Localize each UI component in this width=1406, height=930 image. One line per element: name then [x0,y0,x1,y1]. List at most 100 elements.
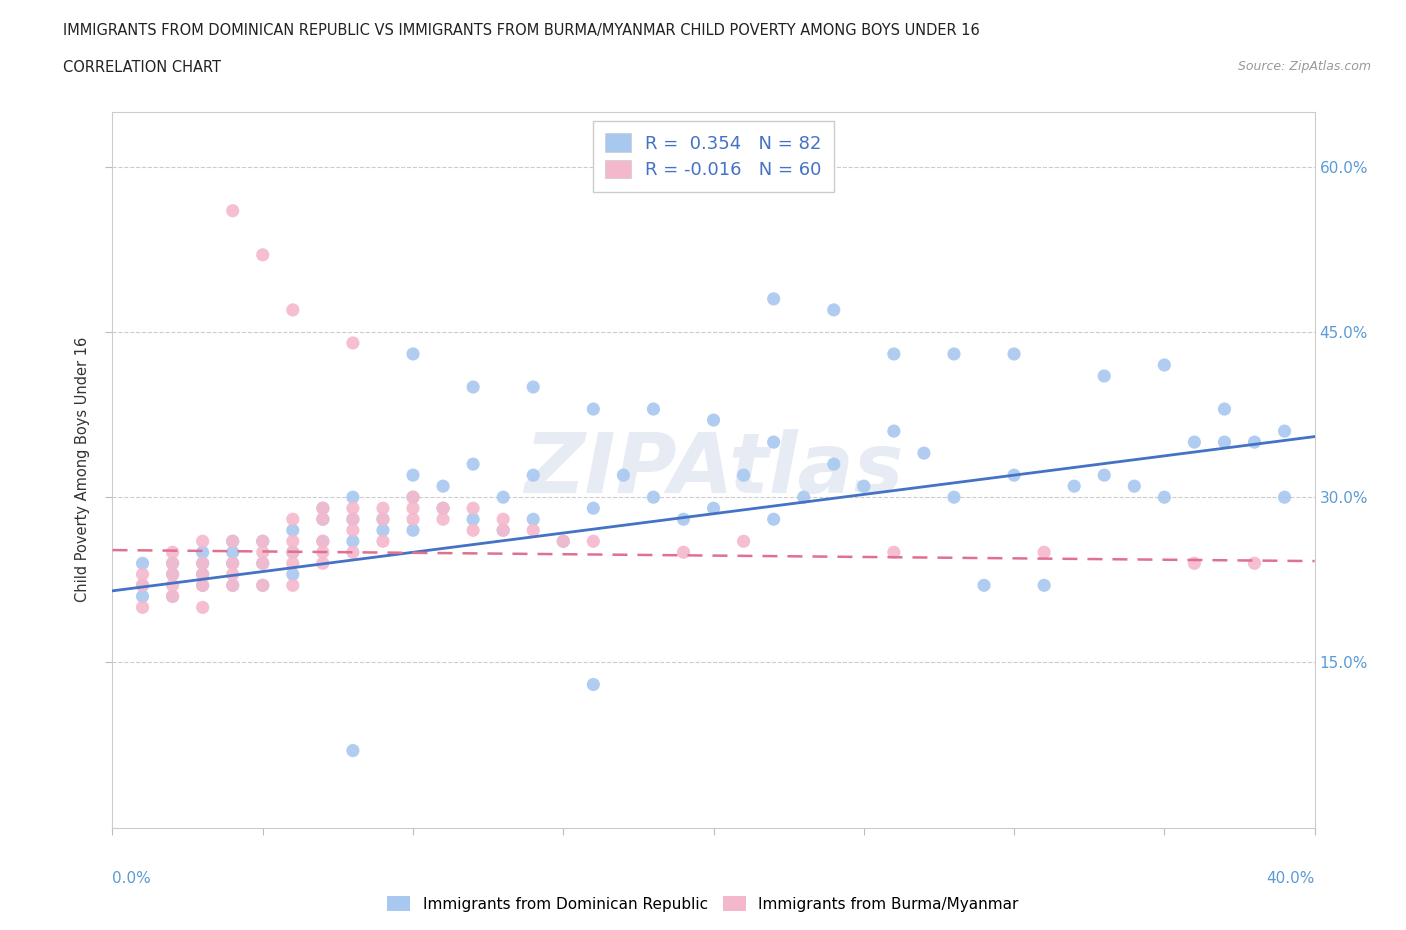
Point [522,468,544,483]
Point [162,567,184,582]
Point [222,567,245,582]
Point [342,500,364,515]
Point [1033,545,1056,560]
Point [883,424,905,439]
Point [191,567,214,582]
Point [612,468,634,483]
Point [281,523,304,538]
Point [492,512,515,526]
Point [461,523,484,538]
Point [823,457,845,472]
Point [191,600,214,615]
Text: Source: ZipAtlas.com: Source: ZipAtlas.com [1237,60,1371,73]
Point [131,567,153,582]
Y-axis label: Child Poverty Among Boys Under 16: Child Poverty Among Boys Under 16 [75,337,90,603]
Legend: R =  0.354   N = 82, R = -0.016   N = 60: R = 0.354 N = 82, R = -0.016 N = 60 [593,121,834,192]
Point [793,490,815,505]
Point [342,743,364,758]
Point [522,379,544,394]
Point [162,589,184,604]
Point [762,434,785,449]
Point [1063,479,1085,494]
Point [1002,468,1025,483]
Point [222,545,245,560]
Point [553,534,575,549]
Point [1092,468,1115,483]
Point [432,479,454,494]
Point [1184,556,1206,571]
Point [402,468,425,483]
Point [371,500,394,515]
Point [222,578,245,592]
Point [1184,434,1206,449]
Point [402,347,425,362]
Point [281,512,304,526]
Point [162,556,184,571]
Text: ZIPAtlas: ZIPAtlas [524,429,903,511]
Point [191,578,214,592]
Point [222,534,245,549]
Point [312,500,335,515]
Point [702,500,725,515]
Point [702,413,725,428]
Point [1002,347,1025,362]
Point [1213,434,1236,449]
Point [312,534,335,549]
Point [281,302,304,317]
Point [342,534,364,549]
Point [312,545,335,560]
Point [582,402,605,417]
Point [492,523,515,538]
Point [402,490,425,505]
Point [461,512,484,526]
Point [252,578,274,592]
Point [1033,578,1056,592]
Point [222,578,245,592]
Point [883,545,905,560]
Point [252,545,274,560]
Point [312,512,335,526]
Point [342,523,364,538]
Point [191,556,214,571]
Point [252,556,274,571]
Point [522,512,544,526]
Point [942,347,965,362]
Point [252,578,274,592]
Point [672,512,695,526]
Point [131,556,153,571]
Point [492,523,515,538]
Point [222,556,245,571]
Point [281,556,304,571]
Point [191,567,214,582]
Point [371,534,394,549]
Point [281,545,304,560]
Point [371,512,394,526]
Point [162,545,184,560]
Point [492,490,515,505]
Point [191,556,214,571]
Point [162,556,184,571]
Point [432,512,454,526]
Point [131,578,153,592]
Point [643,490,665,505]
Point [371,523,394,538]
Point [461,500,484,515]
Point [852,479,875,494]
Point [252,556,274,571]
Point [191,534,214,549]
Point [371,512,394,526]
Point [582,534,605,549]
Point [222,556,245,571]
Point [191,578,214,592]
Point [762,512,785,526]
Point [252,534,274,549]
Point [1243,434,1265,449]
Point [912,445,935,460]
Point [252,534,274,549]
Point [461,379,484,394]
Point [222,534,245,549]
Point [553,534,575,549]
Point [281,545,304,560]
Point [312,556,335,571]
Text: IMMIGRANTS FROM DOMINICAN REPUBLIC VS IMMIGRANTS FROM BURMA/MYANMAR CHILD POVERT: IMMIGRANTS FROM DOMINICAN REPUBLIC VS IM… [63,23,980,38]
